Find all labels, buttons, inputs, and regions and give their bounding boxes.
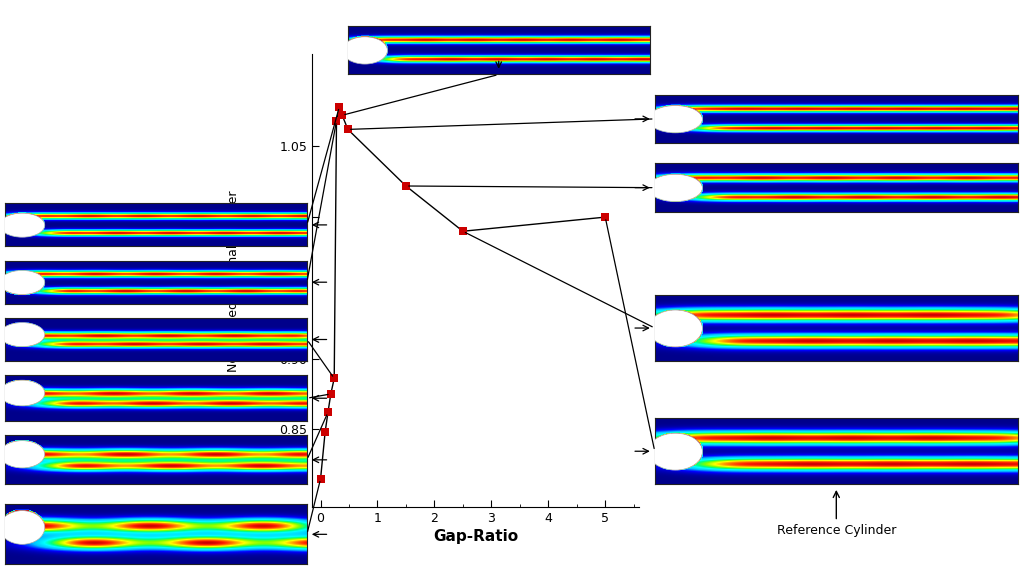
Circle shape: [649, 174, 703, 202]
Point: [322, 390, 339, 399]
Circle shape: [0, 511, 45, 544]
Circle shape: [0, 380, 45, 406]
Point: [320, 408, 337, 417]
Point: [333, 111, 350, 120]
X-axis label: Gap-Ratio: Gap-Ratio: [433, 529, 519, 544]
Circle shape: [649, 310, 703, 347]
Point: [328, 116, 345, 125]
Circle shape: [0, 213, 45, 237]
Point: [398, 182, 414, 191]
Circle shape: [343, 37, 388, 64]
Point: [331, 102, 348, 111]
Circle shape: [0, 270, 45, 295]
Circle shape: [649, 433, 703, 470]
Circle shape: [649, 105, 703, 133]
Point: [312, 474, 328, 484]
Text: Reference Cylinder: Reference Cylinder: [776, 524, 896, 537]
Point: [317, 427, 333, 437]
Point: [340, 125, 356, 134]
Circle shape: [0, 323, 45, 347]
Point: [597, 213, 614, 222]
Point: [326, 374, 343, 383]
Circle shape: [0, 441, 45, 468]
Point: [454, 227, 471, 236]
Y-axis label: Normalized Strouhal Number: Normalized Strouhal Number: [227, 190, 240, 371]
